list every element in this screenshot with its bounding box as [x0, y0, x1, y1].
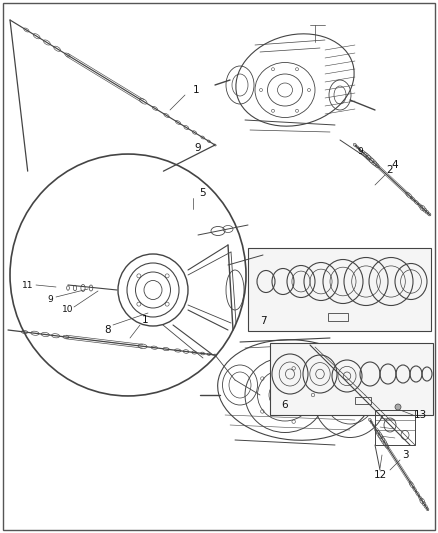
Text: 10: 10: [62, 305, 74, 314]
Text: 9: 9: [47, 295, 53, 304]
Ellipse shape: [395, 404, 401, 410]
Bar: [248, 248, 431, 331]
Bar: [375, 410, 415, 445]
Text: 8: 8: [105, 325, 111, 335]
Text: 5: 5: [200, 188, 206, 198]
Text: 4: 4: [392, 160, 398, 170]
Text: 1: 1: [193, 85, 199, 95]
Bar: [270, 343, 433, 415]
Text: 6: 6: [282, 400, 288, 410]
Text: 1: 1: [141, 315, 148, 325]
Bar: [355, 397, 371, 404]
Text: 11: 11: [22, 280, 34, 289]
Text: 12: 12: [373, 470, 387, 480]
Text: 7: 7: [260, 316, 266, 326]
Bar: [328, 313, 348, 321]
Text: 3: 3: [402, 450, 408, 460]
Text: 13: 13: [413, 410, 427, 420]
Text: 2: 2: [387, 165, 393, 175]
Text: 9: 9: [194, 143, 201, 153]
Text: 9: 9: [357, 148, 363, 157]
